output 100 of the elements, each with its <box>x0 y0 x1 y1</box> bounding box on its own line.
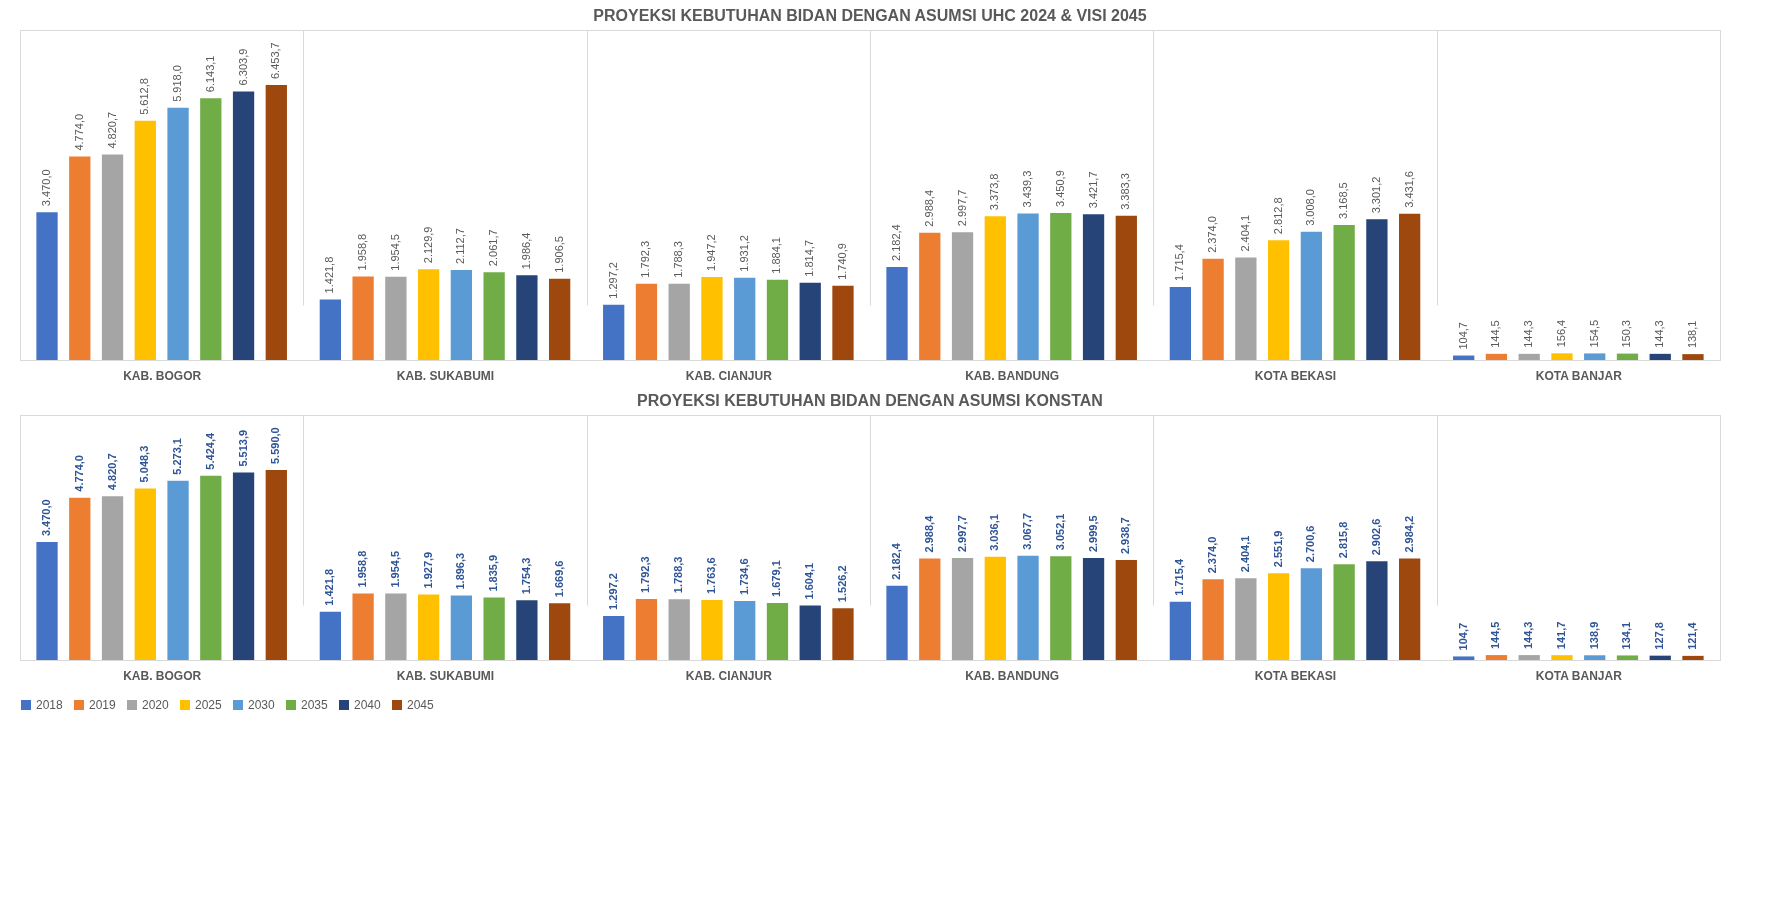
data-label: 3.067,7 <box>1021 513 1034 550</box>
bar <box>352 276 374 360</box>
data-label: 1.884,1 <box>770 237 783 274</box>
data-label: 2.902,6 <box>1369 518 1382 556</box>
bar <box>886 585 908 660</box>
bar <box>1682 354 1704 360</box>
data-label: 1.421,8 <box>323 256 336 294</box>
data-label: 121,4 <box>1685 621 1698 650</box>
bar <box>134 488 156 660</box>
data-label: 3.008,0 <box>1304 189 1317 226</box>
data-label: 5.918,0 <box>171 65 184 102</box>
data-label: 1.788,3 <box>672 556 685 594</box>
data-label: 2.988,4 <box>922 514 935 553</box>
x-tick-label: KAB. BANDUNG <box>965 668 1060 683</box>
x-tick-label: KAB. CIANJUR <box>685 368 773 383</box>
data-label: 141,7 <box>1554 621 1567 650</box>
bar <box>635 283 658 360</box>
bar <box>832 608 854 660</box>
data-label: 3.036,1 <box>988 514 1001 551</box>
bar <box>417 594 440 660</box>
bar <box>200 98 222 360</box>
bar <box>799 605 821 660</box>
data-label: 156,4 <box>1554 319 1567 348</box>
bar <box>319 611 341 660</box>
bar <box>1267 573 1290 660</box>
data-label: 5.048,3 <box>138 445 151 483</box>
data-label: 1.792,3 <box>639 240 652 278</box>
data-label: 2.404,1 <box>1238 214 1251 252</box>
data-label: 1.715,4 <box>1173 558 1186 596</box>
data-label: 2.988,4 <box>922 189 935 227</box>
bar <box>701 600 723 660</box>
bar <box>1649 353 1671 360</box>
bar <box>1202 579 1224 660</box>
data-label: 2.938,7 <box>1119 517 1132 555</box>
bar <box>919 558 941 660</box>
bar <box>483 597 505 660</box>
data-label: 5.513,9 <box>236 429 249 467</box>
data-label: 104,7 <box>1456 622 1469 651</box>
bar <box>984 216 1006 360</box>
data-label: 3.301,2 <box>1369 176 1382 214</box>
data-label: 6.453,7 <box>269 42 282 79</box>
bar <box>919 232 941 360</box>
bar <box>1333 224 1355 360</box>
x-tick-label: KOTA BEKASI <box>1254 668 1337 683</box>
data-label: 5.424,4 <box>203 432 216 470</box>
x-tick-label: KOTA BANJAR <box>1535 668 1623 683</box>
bar <box>1333 564 1355 660</box>
data-label: 2.551,9 <box>1271 530 1284 568</box>
data-label: 1.679,1 <box>770 560 783 597</box>
bar <box>951 232 974 360</box>
data-label: 3.439,3 <box>1021 170 1034 208</box>
data-label: 3.383,3 <box>1119 173 1132 210</box>
legend-label: 2045 <box>407 698 435 712</box>
data-label: 2.182,4 <box>890 542 903 580</box>
bar <box>668 283 690 360</box>
bar <box>734 277 756 360</box>
bar <box>799 282 821 360</box>
data-label: 1.958,8 <box>356 550 369 588</box>
bar <box>101 154 124 360</box>
bar <box>516 600 538 660</box>
data-label: 4.820,7 <box>105 453 118 491</box>
bar <box>984 556 1006 660</box>
bar <box>385 593 407 660</box>
bar <box>319 299 341 360</box>
bar <box>167 480 189 660</box>
data-label: 1.896,3 <box>454 552 467 590</box>
legend-label: 2040 <box>354 698 382 712</box>
data-label: 1.297,2 <box>606 262 619 299</box>
bar <box>1584 655 1606 660</box>
bar <box>1551 655 1573 660</box>
bar <box>951 558 974 660</box>
bar <box>1616 353 1639 360</box>
bar <box>36 542 58 660</box>
legend-label: 2019 <box>89 698 117 712</box>
bar <box>668 599 690 660</box>
data-label: 3.431,6 <box>1402 171 1415 208</box>
bar <box>1366 561 1388 660</box>
data-label: 2.999,5 <box>1086 515 1099 553</box>
bar <box>1518 655 1540 660</box>
bar <box>200 475 222 660</box>
bar <box>232 91 255 360</box>
data-label: 1.958,8 <box>356 233 369 271</box>
bar <box>1616 655 1639 660</box>
data-label: 134,1 <box>1620 621 1633 650</box>
bar <box>265 470 287 660</box>
data-label: 6.303,9 <box>236 48 249 86</box>
bar <box>1682 655 1704 660</box>
data-label: 5.273,1 <box>171 438 184 475</box>
data-label: 3.470,0 <box>40 169 53 207</box>
data-label: 2.812,8 <box>1271 197 1284 235</box>
x-tick-label: KAB. BOGOR <box>123 668 202 683</box>
bar <box>1551 353 1573 360</box>
bar <box>1399 558 1421 660</box>
data-label: 2.984,2 <box>1402 515 1415 553</box>
bar <box>1169 601 1191 660</box>
data-label: 1.604,1 <box>803 562 816 600</box>
data-label: 6.143,1 <box>203 55 216 93</box>
bar <box>69 497 91 660</box>
bar <box>832 285 854 360</box>
legend-label: 2025 <box>195 698 223 712</box>
